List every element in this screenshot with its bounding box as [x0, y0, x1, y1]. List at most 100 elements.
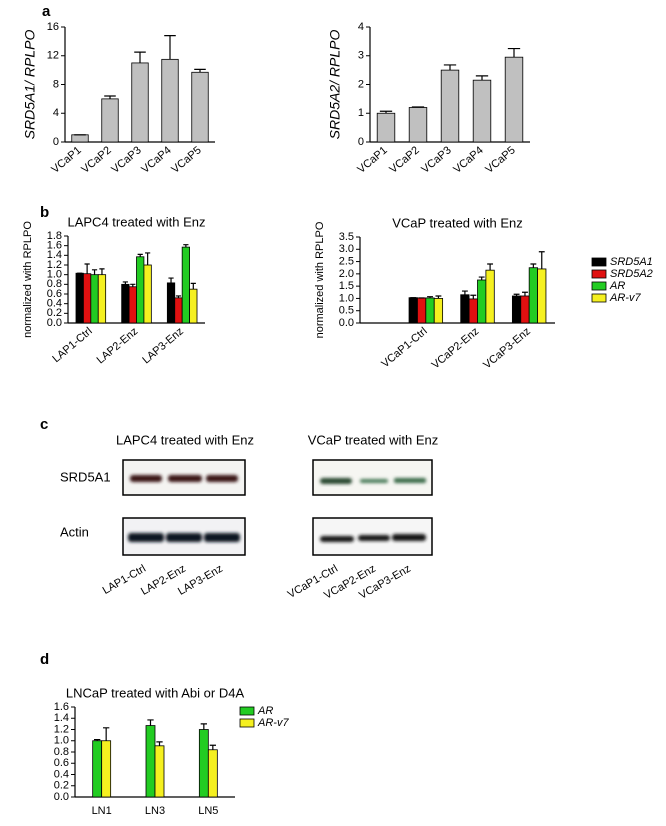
x-tick-label: VCaP1	[355, 144, 389, 176]
bar	[71, 134, 89, 143]
error-bar	[190, 282, 196, 290]
y-tick-label: 0.2	[54, 780, 69, 792]
x-tick-label: LAP2-Enz	[95, 325, 141, 366]
x-tick-label: LN3	[145, 805, 165, 817]
bar	[537, 268, 547, 324]
blot-row-label: Actin	[60, 524, 89, 539]
x-tick-label: VCaP2-Enz	[430, 325, 482, 371]
error-bar	[156, 741, 163, 746]
bar	[460, 294, 470, 324]
error-bar	[194, 68, 206, 73]
y-tick-label: 2.0	[339, 268, 354, 280]
x-tick-label: LAP3-Enz	[140, 325, 186, 366]
y-axis-label: normalized with RPLPO	[22, 221, 34, 338]
y-tick-label: 4	[358, 21, 364, 33]
error-bar	[137, 253, 143, 257]
error-bar	[427, 296, 433, 298]
y-tick-label: 8	[53, 78, 59, 90]
blot	[122, 459, 433, 556]
error-bar	[130, 283, 136, 287]
bar	[468, 298, 478, 324]
y-tick-label: 0.6	[47, 288, 62, 300]
x-tick-label: VCaP1-Ctrl	[379, 325, 429, 370]
y-axis-label: SRD5A2/ RPLPO	[327, 30, 343, 140]
y-tick-label: 2	[358, 78, 364, 90]
x-tick-label: VCaP5	[483, 144, 517, 176]
legend-label: SRD5A2	[610, 268, 653, 280]
panel-label: d	[40, 651, 49, 668]
error-bar	[103, 727, 110, 741]
panel-label: a	[42, 3, 51, 20]
bar	[417, 297, 427, 324]
legend-swatch	[239, 706, 255, 716]
legend-label: AR	[609, 280, 625, 292]
bar	[131, 62, 149, 143]
y-tick-label: 0.2	[47, 307, 62, 319]
legend-swatch	[239, 718, 255, 728]
y-tick-label: 12	[47, 50, 59, 62]
bar	[189, 288, 198, 324]
y-tick-label: 0.8	[47, 278, 62, 290]
error-bar	[145, 252, 151, 265]
error-bar	[530, 263, 537, 268]
bar	[143, 264, 152, 324]
x-tick-label: VCaP3	[419, 144, 453, 176]
error-bar	[164, 35, 176, 60]
y-tick-label: 0.5	[339, 305, 354, 317]
x-tick-label: VCaP2	[387, 144, 421, 176]
y-tick-label: 16	[47, 21, 59, 33]
bar	[101, 740, 112, 798]
y-tick-label: 1.4	[47, 249, 62, 261]
error-bar	[443, 64, 457, 71]
y-tick-label: 0.4	[54, 768, 69, 780]
error-bar	[507, 47, 521, 58]
x-tick-label: LAP1-Ctrl	[50, 325, 94, 365]
error-bar	[478, 276, 485, 280]
y-tick-label: 0.4	[47, 298, 62, 310]
error-bar	[134, 51, 146, 63]
y-tick-label: 1	[358, 107, 364, 119]
bar	[136, 256, 145, 324]
y-tick-label: 1.5	[339, 280, 354, 292]
error-bar	[411, 106, 425, 108]
y-tick-label: 1.2	[47, 259, 62, 271]
bar	[121, 283, 130, 324]
bar	[97, 274, 107, 324]
y-tick-label: 2.5	[339, 255, 354, 267]
legend-label: AR	[257, 705, 273, 717]
legend-label: SRD5A1	[610, 256, 653, 268]
y-tick-label: 1.0	[339, 292, 354, 304]
bar	[75, 272, 84, 324]
bar	[191, 71, 209, 143]
y-tick-label: 0	[358, 136, 364, 148]
y-tick-label: 3.5	[339, 231, 354, 243]
bar	[528, 267, 538, 324]
bar	[83, 273, 92, 324]
bar	[181, 246, 190, 324]
error-bar	[122, 281, 128, 285]
y-tick-label: 1.6	[47, 240, 62, 252]
chart-title: LNCaP treated with Abi or D4A	[66, 685, 245, 700]
error-bar	[104, 95, 116, 99]
y-axis-label: normalized with RPLPO	[314, 221, 326, 338]
blot-row-label: SRD5A1	[60, 469, 111, 484]
y-tick-label: 0	[53, 136, 59, 148]
y-tick-label: 0.0	[339, 317, 354, 329]
bar	[472, 79, 492, 143]
legend-swatch	[591, 293, 607, 303]
bar	[90, 274, 99, 324]
error-bar	[475, 75, 489, 81]
y-tick-label: 1.4	[54, 712, 69, 724]
error-bar	[513, 293, 520, 296]
bar	[166, 282, 176, 324]
error-bar	[183, 244, 189, 248]
y-tick-label: 0.0	[47, 317, 62, 329]
blot-title: LAPC4 treated with Enz	[116, 432, 254, 447]
error-bar	[99, 268, 105, 275]
bar	[92, 740, 103, 798]
bar	[504, 56, 524, 143]
bar	[520, 295, 530, 324]
error-bar	[522, 291, 528, 296]
y-tick-label: 1.6	[54, 701, 69, 713]
y-tick-label: 0.0	[54, 791, 69, 803]
